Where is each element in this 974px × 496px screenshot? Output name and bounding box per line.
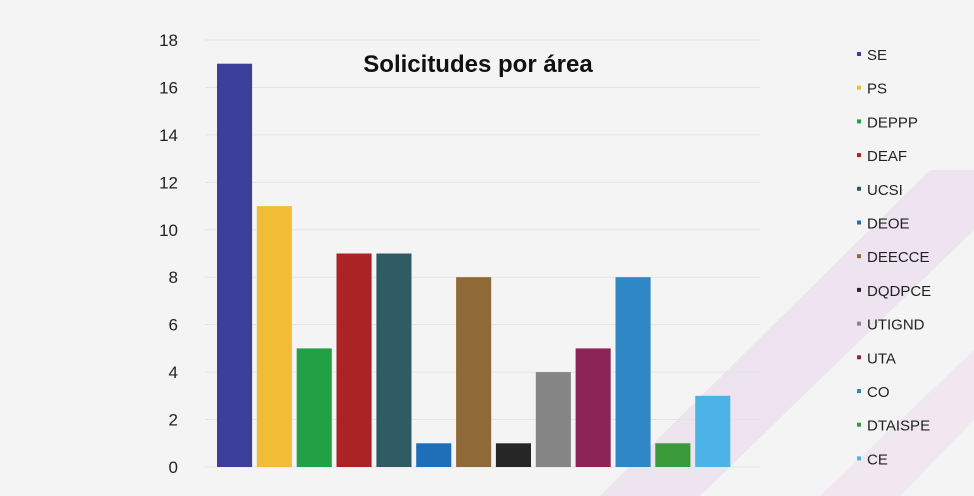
legend-marker-deoe [857, 220, 861, 225]
y-tick-label: 0 [169, 458, 178, 477]
bar-uta [575, 348, 611, 467]
bar-co [615, 277, 651, 467]
y-axis: 0 2 4 6 8 10 12 14 16 18 [159, 31, 178, 477]
legend-marker-deaf [857, 153, 861, 158]
legend-marker-se [857, 52, 861, 56]
bar-deecce [456, 277, 492, 467]
legend-label-deaf: DEAF [867, 148, 907, 165]
legend: SE PS DEPPP DEAF UCSI DEOE DEECCE DQDPCE UTIGND U… [857, 47, 931, 468]
legend-marker-co [857, 389, 861, 393]
bar-deppp [296, 348, 332, 467]
legend-marker-ps [857, 85, 861, 90]
y-tick-label: 10 [159, 221, 178, 240]
legend-label-se: SE [867, 47, 887, 64]
legend-marker-ce [857, 456, 861, 461]
y-tick-label: 2 [169, 411, 178, 430]
legend-label-ucsi: UCSI [867, 182, 903, 199]
bar-dtaispe [655, 443, 691, 467]
chart-title: Solicitudes por área [363, 51, 593, 78]
y-tick-label: 18 [159, 31, 178, 50]
bar-dqdpce [495, 443, 531, 467]
legend-marker-uta [857, 355, 861, 360]
legend-label-deecce: DEECCE [867, 249, 930, 266]
bar-deaf [336, 253, 372, 467]
legend-marker-deppp [857, 119, 861, 124]
y-tick-label: 12 [159, 173, 178, 192]
legend-marker-dqdpce [857, 287, 861, 292]
legend-marker-dtaispe [857, 422, 861, 427]
legend-marker-ucsi [857, 186, 861, 191]
bars [217, 63, 731, 467]
legend-label-ce: CE [867, 451, 888, 468]
y-tick-label: 4 [169, 363, 178, 382]
legend-label-co: CO [867, 384, 890, 401]
y-tick-label: 8 [169, 268, 178, 287]
y-tick-label: 16 [159, 78, 178, 97]
y-tick-label: 14 [159, 126, 178, 145]
bar-deoe [416, 443, 452, 467]
legend-label-deoe: DEOE [867, 216, 910, 233]
legend-label-dtaispe: DTAISPE [867, 418, 930, 435]
legend-label-utignd: UTIGND [867, 317, 925, 334]
bar-ucsi [376, 253, 412, 467]
legend-marker-deecce [857, 254, 861, 259]
legend-label-deppp: DEPPP [867, 114, 918, 131]
legend-label-uta: UTA [867, 350, 896, 367]
legend-label-dqdpce: DQDPCE [867, 283, 931, 300]
y-tick-label: 6 [169, 316, 178, 335]
bar-ps [256, 206, 292, 467]
bar-ce [695, 395, 731, 467]
bar-se [217, 63, 253, 467]
legend-marker-utignd [857, 321, 861, 326]
legend-label-ps: PS [867, 81, 887, 98]
bar-utignd [535, 372, 571, 467]
